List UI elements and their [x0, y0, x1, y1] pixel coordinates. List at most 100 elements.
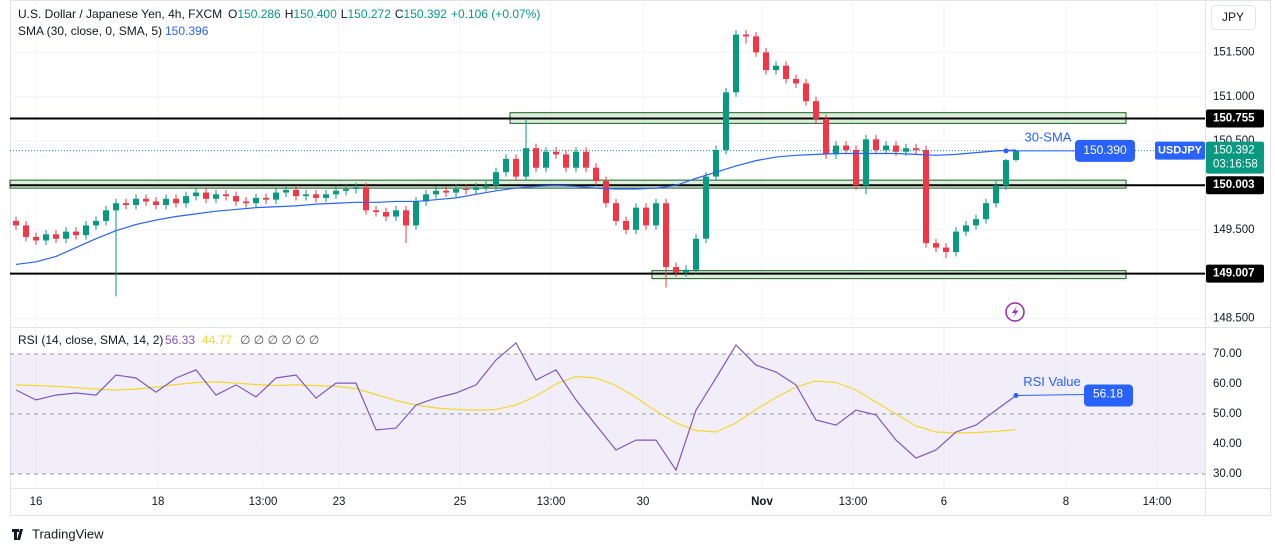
candle-body: [773, 65, 779, 71]
y-tick-label: 148.500: [1213, 313, 1255, 325]
rsi-sma-value: 44.77: [202, 333, 232, 347]
candle-body: [643, 207, 649, 226]
candle-body: [193, 192, 199, 197]
candle-body: [853, 149, 859, 186]
rsi-tick-label: 70.00: [1213, 348, 1242, 360]
candle-body: [173, 198, 179, 204]
candle-body: [913, 148, 919, 150]
candle-body: [533, 148, 539, 168]
x-tick-label: 13:00: [249, 496, 278, 508]
rsi-annotation-text: RSI Value: [1023, 374, 1081, 389]
candle-body: [933, 243, 939, 248]
candle-body: [123, 203, 129, 205]
candle-body: [843, 145, 849, 150]
candle-body: [583, 151, 589, 168]
ohlc-header: O150.286 H150.400 L150.272 C150.392 +0.106 (…: [228, 7, 540, 21]
candle-body: [133, 198, 139, 205]
candle-body: [153, 201, 159, 205]
candle-body: [823, 118, 829, 155]
ohlc-value: 150.400: [293, 7, 337, 21]
candle-body: [223, 194, 229, 197]
candle-body: [863, 139, 869, 186]
candle-body: [973, 219, 979, 226]
candle-body: [923, 149, 929, 244]
candle-body: [433, 190, 439, 195]
candle-body: [903, 148, 909, 152]
candle-body: [693, 238, 699, 270]
candle-body: [213, 194, 219, 199]
candle-body: [443, 190, 449, 193]
candle-body: [83, 225, 89, 236]
rsi-extras: ∅ ∅ ∅ ∅ ∅ ∅: [240, 333, 319, 347]
candle-body: [233, 196, 239, 202]
sma-value: 150.396: [165, 24, 209, 38]
candle-body: [23, 225, 29, 237]
candle-body: [313, 194, 319, 198]
level-tag: [1206, 109, 1264, 128]
candle-body: [363, 187, 369, 211]
alert-bolt: [1012, 306, 1019, 318]
candle-body: [593, 167, 599, 182]
symbol-label: USDJPY: [1158, 145, 1203, 157]
candle-body: [103, 210, 109, 221]
candle-body: [323, 194, 329, 198]
ohlc-key: O: [228, 7, 237, 21]
ohlc-value: 150.286: [237, 7, 281, 21]
candle-body: [733, 34, 739, 93]
rsi-value: 56.33: [165, 333, 195, 347]
x-tick-label: 6: [941, 496, 947, 508]
candle-body: [963, 225, 969, 232]
x-tick-label: 30: [637, 496, 650, 508]
candle-body: [833, 145, 839, 155]
rsi-line: [15, 341, 1017, 472]
rsi-callout-dot: [1013, 392, 1019, 398]
sma-annotation-value: 150.390: [1083, 143, 1127, 157]
candle-body: [113, 203, 119, 211]
candle-body: [523, 148, 529, 177]
candle-body: [633, 207, 639, 230]
candle-body: [623, 220, 629, 230]
candle-body: [203, 192, 209, 199]
candle-body: [983, 203, 989, 220]
candle-body: [453, 189, 459, 193]
candle-body: [723, 92, 729, 150]
currency-button[interactable]: [1211, 5, 1256, 30]
candle-body: [273, 192, 279, 200]
candle-body: [383, 212, 389, 217]
candle-body: [763, 52, 769, 71]
candle-body: [293, 189, 299, 197]
candle-body: [13, 220, 19, 226]
sma-name: SMA (30, close, 0, SMA, 5): [18, 24, 162, 38]
sma-callout-dot: [1003, 148, 1009, 154]
currency[interactable]: JPY: [1222, 10, 1244, 24]
candle-body: [893, 145, 899, 152]
candle-body: [703, 176, 709, 239]
last-price-tag: [1206, 141, 1264, 174]
candle-body: [613, 203, 619, 221]
candle-body: [873, 139, 879, 150]
x-tick-label: 23: [333, 496, 346, 508]
candle-body: [753, 36, 759, 53]
candle-body: [953, 231, 959, 253]
rsi-tick-label: 60.00: [1213, 378, 1242, 390]
candle-body: [333, 190, 339, 195]
candle-body: [143, 198, 149, 202]
candle-body: [1013, 150, 1019, 161]
candle-body: [553, 151, 559, 155]
candle-body: [713, 149, 719, 177]
ohlc-key: H: [285, 7, 294, 21]
ohlc-key: C: [395, 7, 404, 21]
x-tick-label: 25: [454, 496, 467, 508]
countdown: 03:16:58: [1213, 159, 1258, 171]
candle-body: [73, 231, 79, 236]
candle-body: [243, 201, 249, 204]
logo-icon: [12, 529, 23, 540]
candle-body: [993, 185, 999, 204]
x-tick-label: 14:00: [1143, 496, 1172, 508]
rsi-annotation-value: 56.18: [1093, 387, 1123, 401]
zone: [9, 179, 1127, 189]
level-label: 150.755: [1213, 112, 1255, 124]
candle-body: [303, 194, 309, 197]
marks: [9, 0, 1205, 488]
branding: TradingView: [32, 526, 104, 541]
